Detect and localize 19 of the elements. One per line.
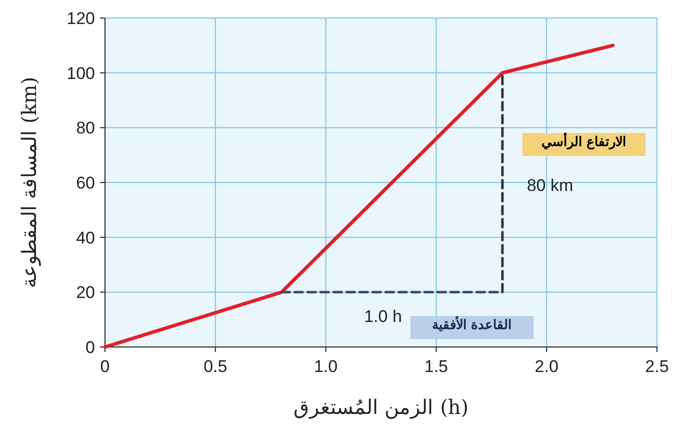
y-tick-label: 60 <box>76 174 95 192</box>
y-tick-label: 80 <box>76 118 95 138</box>
y-axis-title: المسافة المقطوعة (km) <box>17 76 41 288</box>
y-tick-label: 0 <box>86 338 95 357</box>
annotation: 1.0 h <box>364 307 402 326</box>
y-tick-label: 120 <box>66 9 95 28</box>
x-tick-label: 2.5 <box>645 357 669 376</box>
annotation: 80 km <box>526 176 574 195</box>
x-tick-label: 1.0 <box>314 357 338 376</box>
y-tick-label: 100 <box>66 64 95 83</box>
x-tick-label: 2.0 <box>534 357 558 376</box>
y-tick-label: 40 <box>76 228 95 248</box>
annotation: الارتفاع الرأسي <box>542 133 626 150</box>
x-tick-label: 1.5 <box>424 357 448 376</box>
y-tick-label: 20 <box>76 283 95 302</box>
x-tick-label: 0 <box>100 357 110 376</box>
x-tick-label: 0.5 <box>204 357 228 376</box>
x-axis-title: الزمن المُستغرق (h) <box>293 395 469 419</box>
annotation: القاعدة الأفقية <box>432 316 512 332</box>
